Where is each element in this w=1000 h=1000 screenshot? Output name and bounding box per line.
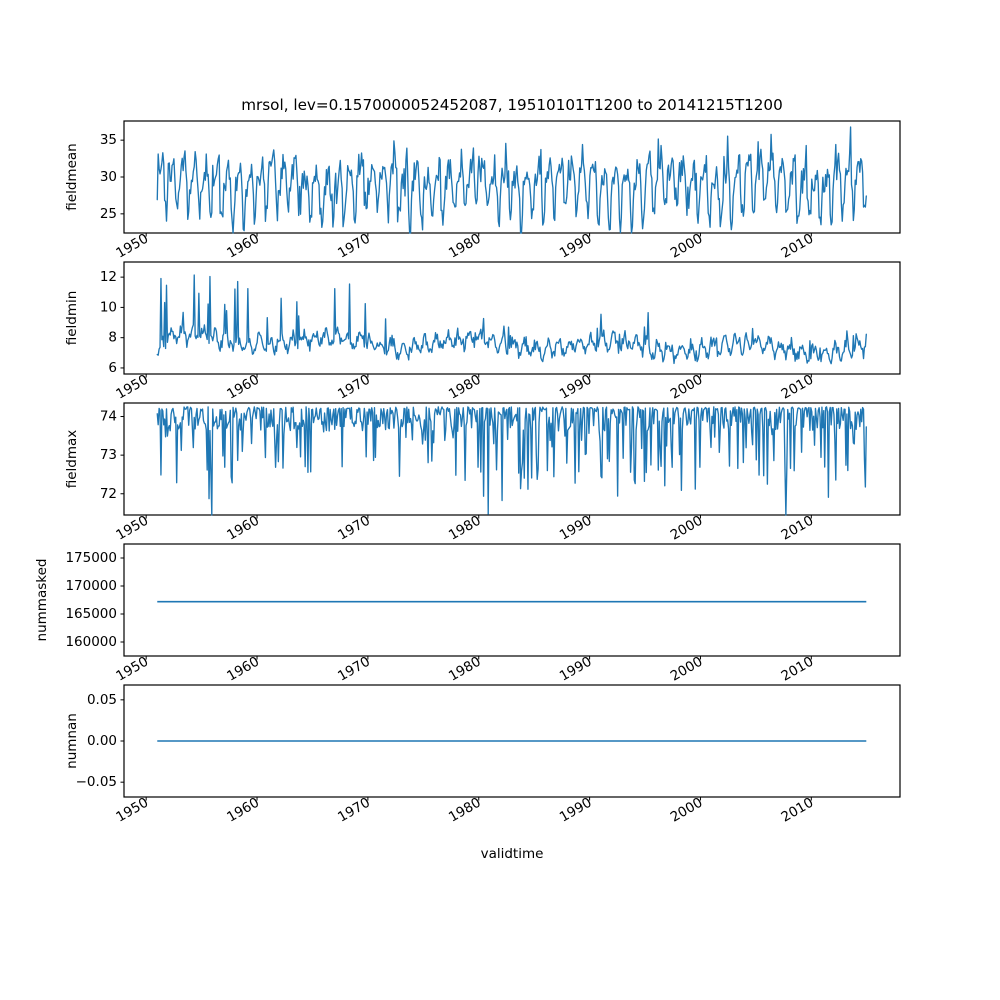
x-axis-label: validtime [481,846,544,862]
y-tick-label: 175000 [65,550,117,566]
y-tick-label: 8 [108,330,117,346]
y-tick-label: 10 [100,299,117,315]
series-fieldmin [156,274,867,365]
y-tick-label: 30 [100,169,117,185]
series-fieldmean [156,126,867,234]
y-tick-label: 35 [100,132,117,148]
plot-frame [123,261,901,375]
y-tick-label: 0.05 [87,692,117,708]
y-tick-label: 12 [100,269,117,285]
y-axis-label-numnan: numnan [64,713,80,769]
y-tick-label: 0.00 [87,733,117,749]
y-tick-label: 74 [100,409,117,425]
figure-title: mrsol, lev=0.1570000052452087, 19510101T… [241,96,783,114]
y-tick-label: −0.05 [76,774,117,790]
y-axis-label-nummasked: nummasked [34,559,50,642]
y-tick-label: 6 [108,360,117,376]
y-axis-label-fieldmin: fieldmin [64,291,80,346]
y-axis-label-fieldmean: fieldmean [64,143,80,210]
series-fieldmax [156,406,867,516]
y-axis-label-fieldmax: fieldmax [64,430,80,489]
y-tick-label: 73 [100,447,117,463]
y-tick-label: 25 [100,206,117,222]
plot-frame [123,543,901,657]
y-tick-label: 165000 [65,606,117,622]
plot-frame [123,402,901,516]
y-tick-label: 72 [100,486,117,502]
y-tick-label: 170000 [65,578,117,594]
y-tick-label: 160000 [65,634,117,650]
